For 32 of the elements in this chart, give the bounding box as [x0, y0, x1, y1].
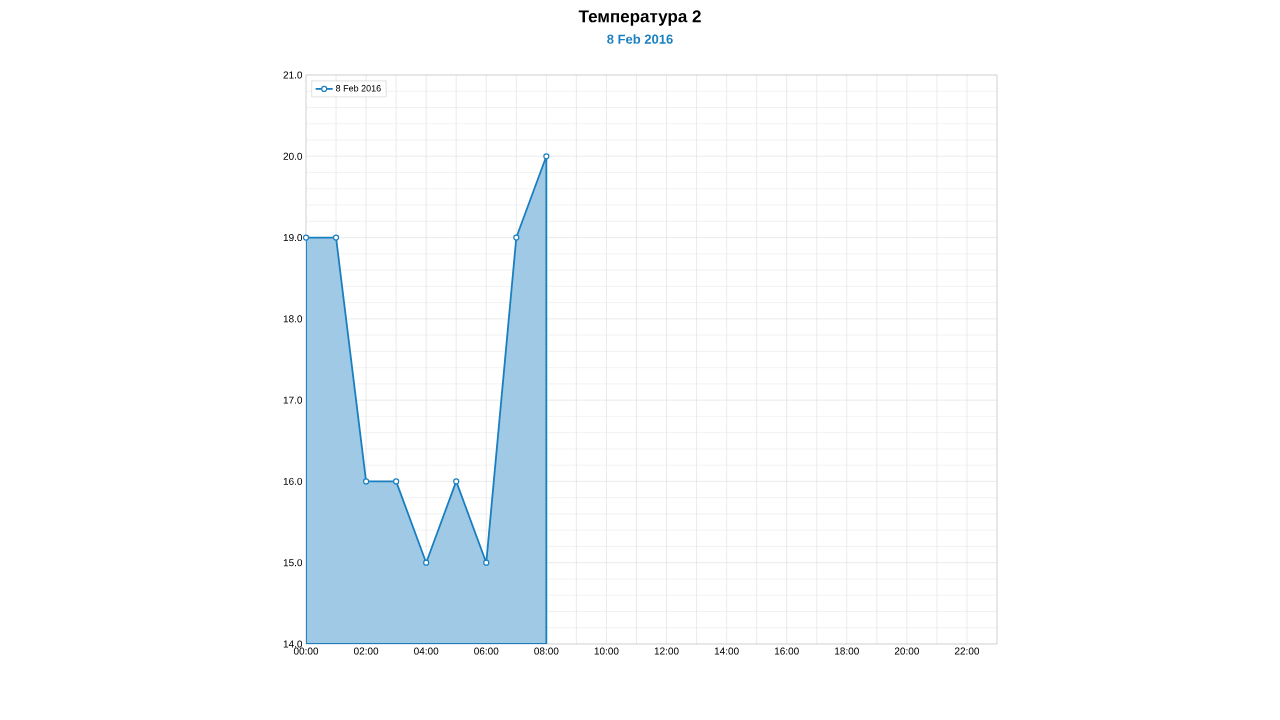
- x-tick-label: 04:00: [414, 647, 439, 655]
- chart-subtitle: 8 Feb 2016: [607, 34, 673, 44]
- x-tick-label: 06:00: [474, 647, 499, 655]
- x-tick-label: 20:00: [894, 647, 919, 655]
- point: [302, 234, 310, 241]
- y-tick-label: 15.0: [283, 559, 303, 567]
- x-tick-label: 10:00: [594, 647, 619, 655]
- x-tick-label: 14:00: [714, 647, 739, 655]
- point: [423, 559, 430, 566]
- point: [543, 153, 550, 160]
- y-tick-label: 14.0: [283, 640, 303, 648]
- chart-title: Температура 2: [578, 10, 701, 26]
- x-tick-label: 02:00: [353, 647, 379, 655]
- point: [362, 478, 370, 485]
- x-tick-label: 00:00: [293, 647, 319, 655]
- y-tick-label: 19.0: [283, 234, 303, 242]
- legend-label: 8 Feb 2016: [336, 84, 381, 92]
- x-tick-label: 08:00: [534, 647, 559, 655]
- y-tick-label: 18.0: [283, 315, 303, 323]
- y-tick-label: 20.0: [283, 152, 303, 160]
- x-tick-label: 12:00: [654, 647, 679, 655]
- y-tick-label: 17.0: [283, 396, 303, 404]
- point: [332, 234, 340, 241]
- x-tick-label: 22:00: [954, 647, 980, 655]
- point: [483, 559, 490, 566]
- point: [513, 234, 520, 241]
- y-tick-label: 16.0: [283, 477, 303, 485]
- point: [453, 478, 460, 485]
- point: [393, 478, 400, 485]
- y-tick-label: 21.0: [283, 71, 303, 79]
- x-tick-label: 16:00: [774, 647, 799, 655]
- x-tick-label: 18:00: [835, 647, 859, 655]
